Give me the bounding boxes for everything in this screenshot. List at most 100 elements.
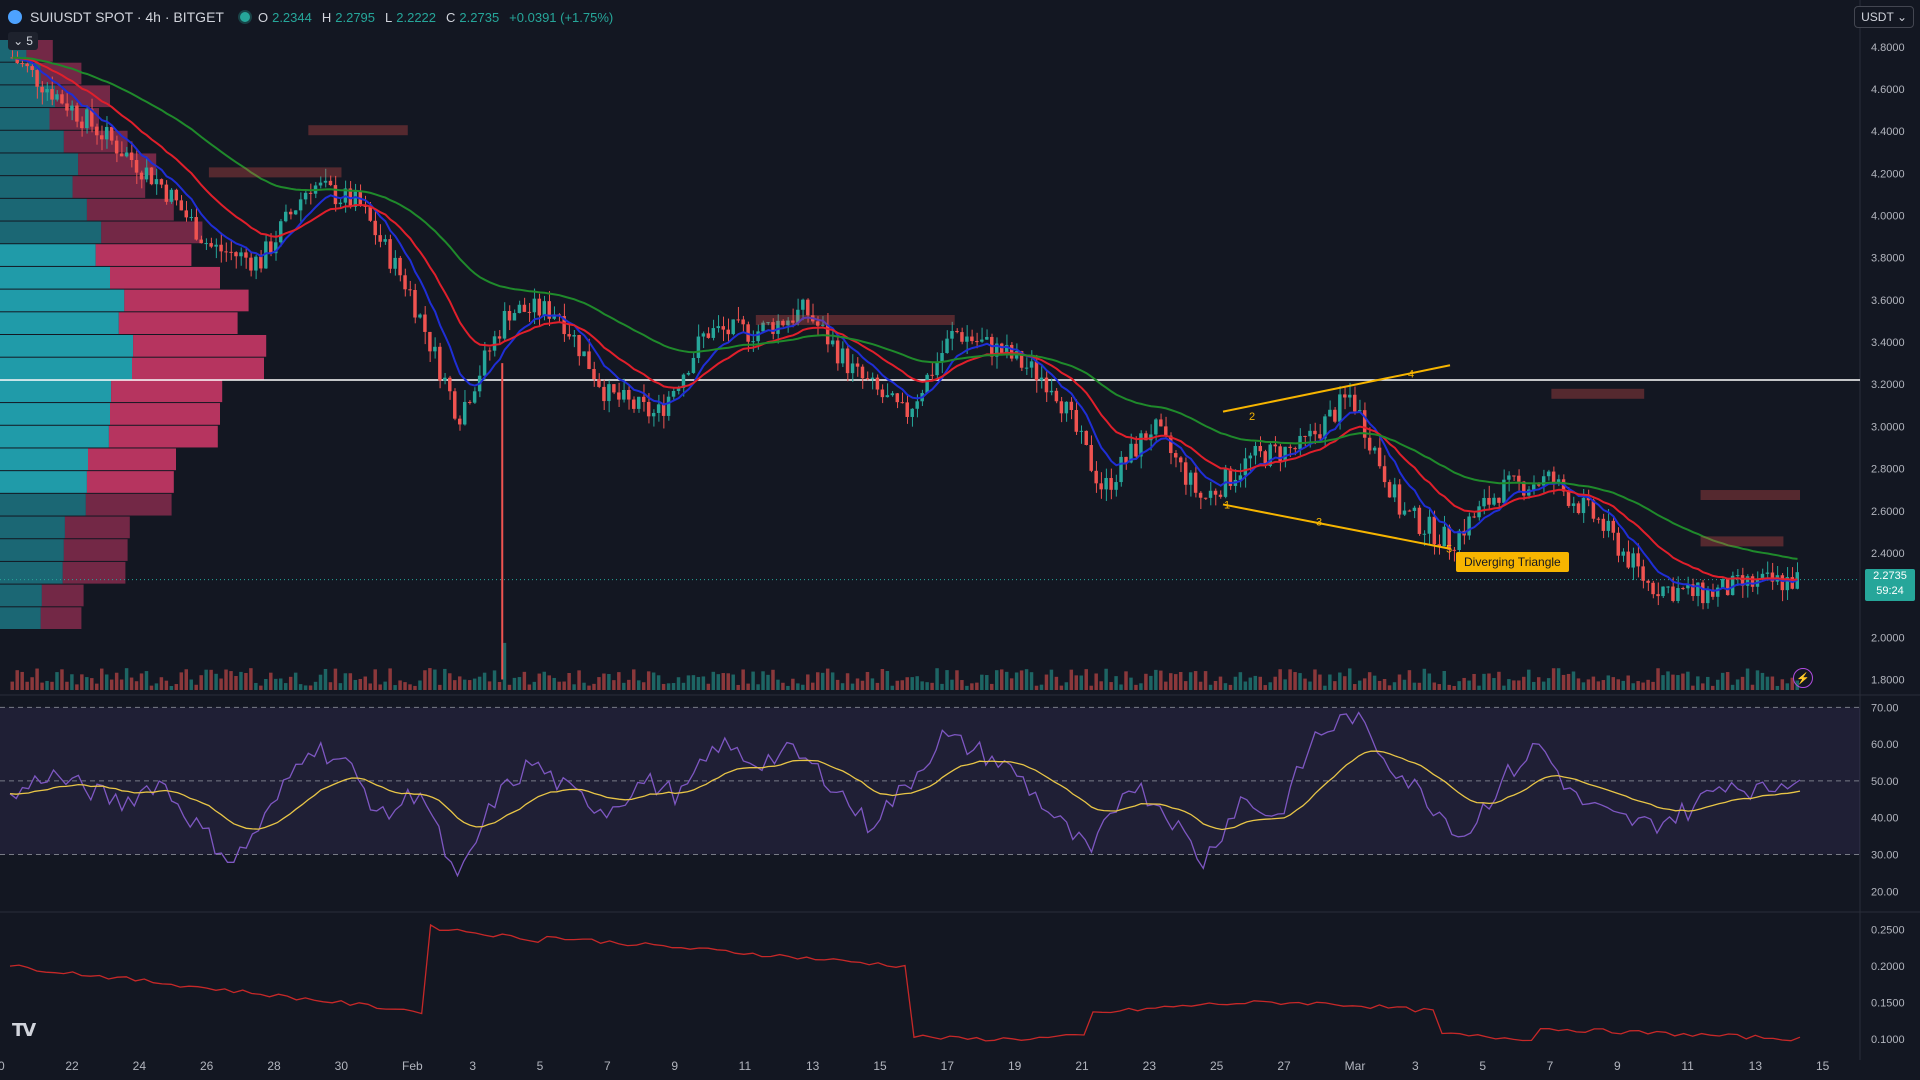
- supply-zone[interactable]: [208, 167, 342, 178]
- volume-bar: [825, 668, 830, 690]
- rsi-ma-line[interactable]: [9, 750, 1801, 831]
- candle-body: [1149, 434, 1153, 441]
- volume-bar: [517, 677, 522, 690]
- candle-body: [696, 336, 701, 358]
- ema-line[interactable]: [12, 56, 1798, 582]
- time-axis-label: 17: [941, 1059, 955, 1073]
- candle-body: [567, 334, 571, 337]
- volume-bar: [1223, 683, 1228, 690]
- candle-body: [935, 361, 939, 376]
- candle-body: [159, 179, 164, 185]
- candle-body: [1556, 479, 1561, 485]
- candle-body: [796, 309, 800, 323]
- candle-body: [1198, 492, 1203, 498]
- candle-body: [1139, 433, 1143, 457]
- candle-body: [890, 393, 895, 396]
- candle-body: [433, 346, 437, 352]
- candle-body: [602, 386, 606, 402]
- ema-line[interactable]: [12, 56, 1798, 592]
- indicators-collapse-button[interactable]: ⌄ 5: [8, 32, 38, 50]
- volume-bar: [1532, 681, 1536, 690]
- candle-body: [895, 393, 900, 403]
- supply-zone[interactable]: [1700, 536, 1784, 547]
- pattern-label[interactable]: Diverging Triangle: [1456, 552, 1569, 572]
- lower-indicator-line[interactable]: [9, 923, 1801, 1042]
- supply-zone[interactable]: [1700, 490, 1800, 501]
- volume-bar: [1019, 670, 1024, 690]
- candle-body: [1154, 419, 1158, 435]
- candle-body: [219, 244, 223, 252]
- candle-body: [940, 353, 944, 362]
- supply-zone[interactable]: [308, 125, 408, 136]
- candle-body: [1377, 447, 1382, 467]
- supply-zone[interactable]: [1551, 388, 1645, 399]
- volume-profile-up-bar: [0, 357, 132, 380]
- volume-bar: [1576, 678, 1581, 690]
- volume-bar: [25, 681, 29, 690]
- candle-body: [1397, 484, 1402, 515]
- time-axis-label: 7: [604, 1059, 611, 1073]
- pattern-upper-line[interactable]: [1222, 364, 1451, 413]
- volume-bar: [283, 683, 288, 690]
- candle-body: [656, 404, 661, 413]
- candle-body: [1551, 471, 1556, 485]
- candle-body: [1745, 576, 1750, 586]
- volume-bar: [1715, 679, 1720, 690]
- rsi-line[interactable]: [9, 711, 1801, 878]
- volume-bar: [845, 673, 850, 690]
- candle-body: [830, 340, 835, 345]
- volume-profile-up-bar: [0, 471, 87, 493]
- lightning-icon[interactable]: ⚡: [1793, 668, 1813, 688]
- candle-body: [1392, 484, 1397, 498]
- tradingview-logo-icon[interactable]: TV: [12, 1020, 36, 1041]
- low-value: 2.2222: [396, 9, 437, 25]
- volume-bar: [1462, 677, 1466, 690]
- volume-bar: [438, 684, 442, 690]
- volume-bar: [358, 678, 363, 690]
- candle-body: [1174, 453, 1178, 458]
- pattern-lower-line[interactable]: [1222, 503, 1451, 550]
- candle-body: [169, 189, 174, 202]
- supply-zone[interactable]: [755, 314, 955, 325]
- volume-bar: [1447, 684, 1451, 690]
- volume-bar: [368, 683, 372, 690]
- candle-body: [517, 304, 522, 314]
- candle-body: [522, 304, 527, 312]
- volume-bar: [1114, 676, 1118, 690]
- volume-bar: [751, 671, 755, 690]
- volume-bar: [1546, 678, 1551, 690]
- candle-body: [1512, 475, 1516, 477]
- candle-body: [328, 180, 333, 186]
- candle-body: [1681, 588, 1685, 590]
- candle-body: [1427, 516, 1432, 534]
- volume-bar: [1497, 671, 1501, 690]
- volume-bar: [512, 677, 517, 690]
- volume-bar: [1606, 675, 1611, 690]
- time-axis-label: 26: [200, 1059, 214, 1073]
- time-axis-label: 5: [537, 1059, 544, 1073]
- candle-body: [1517, 475, 1521, 482]
- volume-bar: [1541, 681, 1546, 690]
- candle-body: [1333, 409, 1337, 422]
- volume-bar: [318, 674, 323, 690]
- volume-bar: [840, 683, 845, 690]
- symbol-title[interactable]: SUIUSDT SPOT · 4h · BITGET: [30, 9, 224, 25]
- currency-selector[interactable]: USDT ⌄: [1854, 6, 1914, 28]
- volume-bar: [433, 669, 437, 690]
- candle-body: [502, 310, 507, 339]
- volume-bar: [990, 683, 994, 690]
- volume-profile-up-bar: [0, 493, 86, 516]
- ema-line[interactable]: [12, 56, 1798, 560]
- volume-bar: [1417, 682, 1422, 690]
- chevron-down-icon: ⌄: [13, 34, 24, 48]
- volume-bar: [224, 669, 228, 690]
- volume-bar: [1074, 675, 1079, 690]
- volume-bar: [1183, 681, 1188, 690]
- candle-body: [129, 152, 134, 161]
- volume-bar: [1203, 671, 1208, 690]
- volume-bar: [214, 673, 218, 690]
- candle-body: [1099, 483, 1103, 490]
- volume-bar: [940, 683, 944, 690]
- candle-body: [1586, 497, 1591, 501]
